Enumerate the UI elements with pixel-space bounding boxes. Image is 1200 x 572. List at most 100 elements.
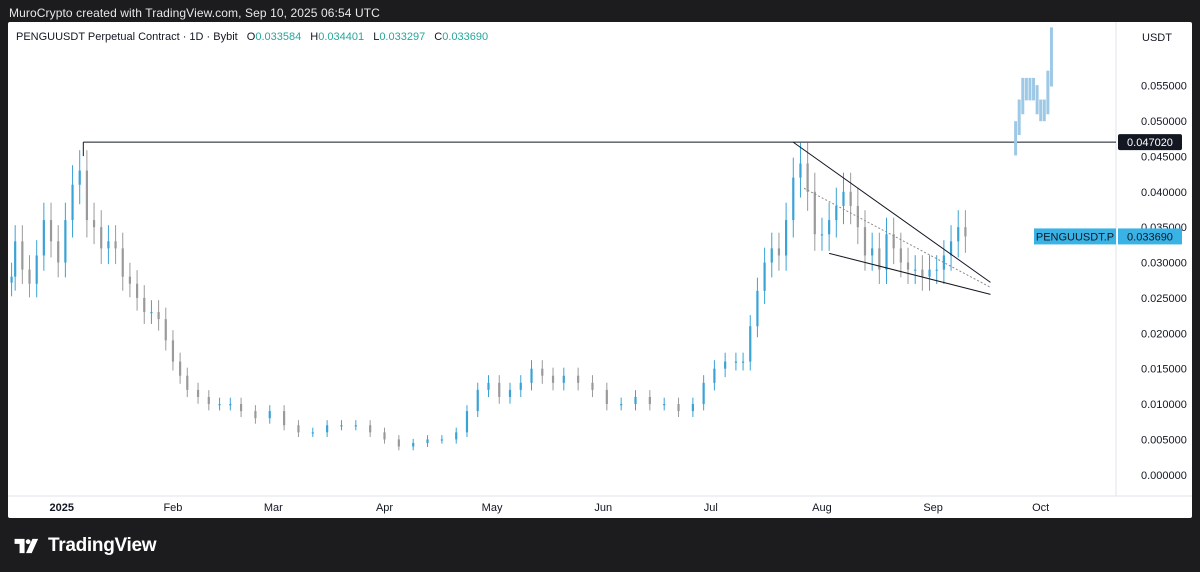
candle-body <box>85 170 88 221</box>
candle-body <box>849 191 852 206</box>
candle <box>283 405 286 431</box>
candle <box>311 427 314 437</box>
candle-body <box>49 220 53 242</box>
candle <box>14 225 17 291</box>
candle-body <box>171 340 175 362</box>
candle <box>906 247 910 285</box>
candle-body <box>942 255 945 270</box>
candle-body <box>541 368 544 376</box>
candle-body <box>519 382 522 390</box>
wedge-lower-line <box>829 252 991 295</box>
candle-body <box>871 248 874 256</box>
candle <box>648 390 651 411</box>
candle <box>702 375 705 411</box>
candle-body <box>813 191 816 235</box>
candle-body <box>591 382 594 390</box>
candle-body <box>792 177 795 221</box>
projection-bar <box>1042 99 1046 122</box>
current-price-label: PENGUUSDT.P 0.033690 <box>1034 228 1182 245</box>
candle <box>792 157 795 238</box>
candle <box>577 367 580 391</box>
candle <box>562 367 565 391</box>
candle-body <box>78 170 81 185</box>
candle-body <box>143 297 146 313</box>
candle <box>383 427 386 444</box>
candle-body <box>71 184 74 221</box>
projection-bar <box>1046 70 1050 115</box>
candle-body <box>92 220 96 228</box>
candle-body <box>135 283 139 298</box>
candle-body <box>863 227 867 256</box>
candle <box>677 397 680 418</box>
chart-caption: MuroCrypto created with TradingView.com,… <box>9 6 380 20</box>
candle <box>455 427 458 444</box>
high-label: H <box>310 31 319 43</box>
candle-body <box>949 241 953 256</box>
candle <box>207 390 210 411</box>
candle-body <box>229 404 232 406</box>
candle <box>541 360 544 384</box>
candle <box>691 397 694 418</box>
candle <box>71 165 74 238</box>
candle-body <box>164 319 167 341</box>
candle <box>369 420 372 437</box>
candle <box>440 435 443 444</box>
candle-body <box>828 220 831 235</box>
candle-body <box>935 269 938 271</box>
price-chart[interactable]: USDT 0.055000 0.050000 0.045000 0.040000 0.03… <box>8 22 1192 518</box>
candle-body <box>100 227 103 249</box>
candle-body <box>268 411 271 419</box>
candle-body <box>577 375 580 383</box>
candle <box>508 382 512 404</box>
candle-body <box>677 404 680 412</box>
candle <box>878 232 881 285</box>
candle <box>186 367 189 398</box>
y-tick-label: 0.015000 <box>1141 364 1187 376</box>
candle-body <box>734 361 738 363</box>
candle <box>157 300 160 331</box>
current-symbol-text: PENGUUSDT.P <box>1036 231 1114 243</box>
x-tick-label: May <box>482 502 503 514</box>
candle <box>813 172 816 251</box>
candle-body <box>914 269 917 271</box>
candle-body <box>878 248 881 270</box>
candle-body <box>57 241 60 263</box>
open-value: 0.033584 <box>255 31 302 43</box>
candle <box>229 397 232 411</box>
x-tick-label: Oct <box>1032 502 1049 514</box>
resistance-level-value: 0.047020 <box>1127 137 1173 149</box>
candle <box>239 397 243 418</box>
candle <box>591 375 594 398</box>
candle <box>964 210 967 253</box>
candle <box>179 352 182 384</box>
candle-body <box>702 382 705 405</box>
candle <box>620 397 623 411</box>
candle-body <box>326 425 329 433</box>
candle-body <box>906 262 910 270</box>
candle <box>763 247 766 304</box>
candle <box>820 217 824 251</box>
candle <box>135 270 139 311</box>
candle-body <box>777 248 781 256</box>
chart-panel[interactable]: USDT 0.055000 0.050000 0.045000 0.040000 0.03… <box>8 22 1192 518</box>
candle-body <box>383 432 386 440</box>
candle <box>863 210 867 271</box>
candle <box>663 397 666 411</box>
tradingview-footer[interactable]: TradingView <box>12 535 157 557</box>
candle-body <box>157 312 160 320</box>
projection-bar <box>1032 77 1036 101</box>
candle-body <box>28 269 31 284</box>
candle <box>92 202 96 245</box>
candle <box>551 367 555 391</box>
y-tick-label: 0.055000 <box>1141 81 1187 93</box>
current-price-badge-bg <box>1118 228 1182 245</box>
candle <box>297 420 300 437</box>
candle <box>828 202 831 251</box>
candle <box>892 217 895 265</box>
candle <box>957 210 960 258</box>
candle-body <box>128 276 132 284</box>
x-tick-label: Feb <box>163 502 182 514</box>
candle <box>49 202 53 258</box>
y-tick-label: 0.045000 <box>1141 151 1187 163</box>
candle-body <box>498 382 501 397</box>
